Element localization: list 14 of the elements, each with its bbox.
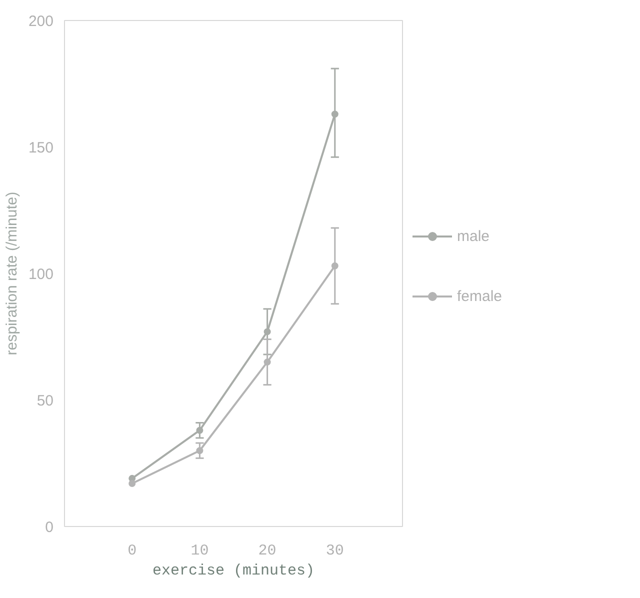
y-tick-label: 100 (28, 266, 54, 283)
x-tick-label: 10 (190, 542, 209, 560)
x-tick-label: 30 (326, 542, 344, 560)
y-axis-title: respiration rate (/minute) (3, 192, 20, 356)
y-tick-label: 150 (28, 140, 54, 156)
x-axis-title: exercise (minutes) (152, 562, 315, 580)
x-tick-label: 0 (128, 542, 137, 560)
y-tick-label: 0 (45, 519, 54, 536)
legend-label: male (457, 228, 490, 244)
y-tick-label: 50 (36, 392, 54, 410)
point (128, 480, 136, 487)
x-tick-label: 20 (258, 542, 276, 560)
legend-label: female (457, 288, 502, 304)
y-tick-label: 200 (28, 13, 54, 30)
